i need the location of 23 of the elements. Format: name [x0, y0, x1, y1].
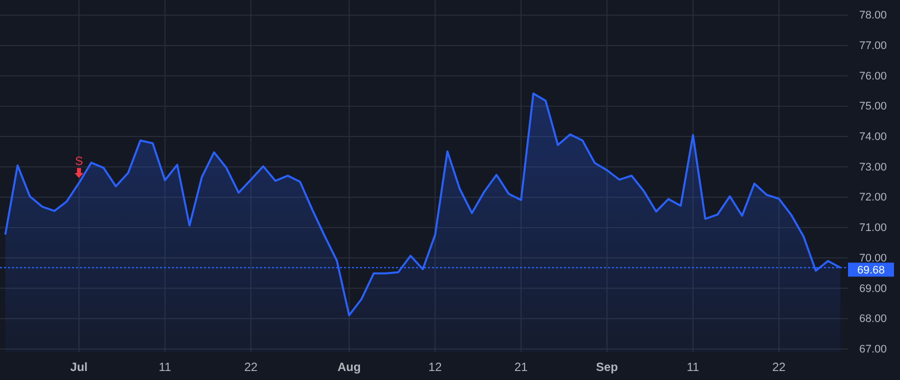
y-tick-label: 72.00 — [859, 192, 887, 204]
annotation: S — [74, 154, 83, 168]
x-tick-label: Jul — [70, 360, 88, 374]
y-tick-label: 68.00 — [859, 313, 887, 326]
x-tick-label: 22 — [772, 360, 786, 374]
x-tick-label: 22 — [244, 360, 258, 374]
y-tick-label: 67.00 — [859, 343, 887, 356]
y-tick-label: 74.00 — [859, 131, 887, 144]
x-tick-label: Sep — [596, 360, 618, 374]
ref-line-label: 69.68 — [857, 264, 885, 277]
x-tick-label: Aug — [337, 360, 361, 374]
x-tick-label: 21 — [514, 360, 528, 374]
y-tick-label: 69.00 — [859, 282, 887, 295]
y-tick-label: 78.00 — [859, 10, 887, 22]
y-tick-label: 71.00 — [859, 222, 887, 234]
y-tick-label: 73.00 — [859, 161, 887, 174]
y-tick-label: 76.00 — [859, 70, 887, 82]
x-tick-label: 11 — [158, 360, 172, 374]
x-tick-label: 12 — [428, 360, 442, 374]
y-tick-label: 75.00 — [859, 100, 887, 113]
x-tick-label: 11 — [686, 360, 700, 374]
y-tick-label: 77.00 — [859, 40, 887, 52]
y-tick-label: 70.00 — [859, 252, 887, 264]
